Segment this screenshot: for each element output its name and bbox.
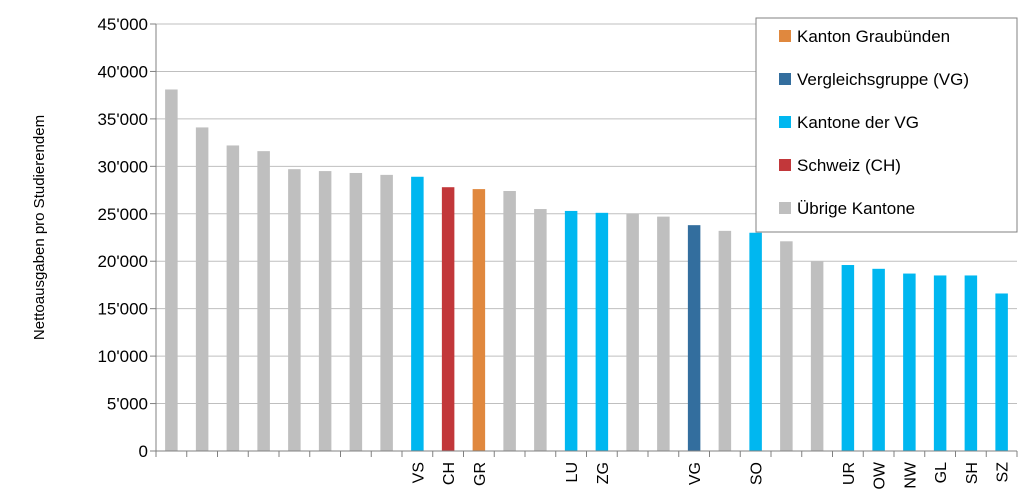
bar: [288, 169, 301, 451]
legend: Kanton Graubünden Vergleichsgruppe (VG) Ka…: [755, 17, 1018, 233]
x-tick-label: GL: [933, 462, 950, 483]
bar: [964, 275, 978, 451]
bar: [933, 275, 947, 451]
bar: [718, 230, 732, 451]
bar: [472, 189, 486, 451]
y-tick-label: 40'000: [97, 62, 148, 81]
legend-label: Schweiz (CH): [797, 156, 901, 175]
y-tick-label: 20'000: [97, 252, 148, 271]
y-tick-label: 35'000: [97, 110, 148, 129]
legend-swatch: [779, 159, 791, 171]
legend-swatch: [779, 202, 791, 214]
axes: [155, 24, 1018, 457]
x-tick-label: GR: [472, 462, 489, 486]
y-tick-label: 30'000: [97, 157, 148, 176]
bar: [687, 225, 701, 451]
legend-label: Übrige Kantone: [797, 199, 915, 218]
bar: [872, 268, 885, 451]
legend-swatch: [779, 116, 791, 128]
x-tick-label: CH: [441, 462, 458, 485]
legend-swatch: [779, 73, 791, 85]
bar: [595, 212, 609, 451]
y-tick-label: 25'000: [97, 205, 148, 224]
y-tick-label: 15'000: [97, 300, 148, 319]
bar: [349, 172, 363, 451]
bar: [903, 273, 916, 451]
x-tick-label: SO: [749, 462, 766, 485]
bar: [165, 89, 178, 452]
bar: [841, 265, 855, 451]
legend-label: Kantone der VG: [797, 113, 919, 132]
bar: [411, 176, 424, 451]
x-tick-label: ZG: [595, 462, 612, 484]
legend-swatch: [779, 30, 791, 42]
y-tick-label: 45'000: [97, 15, 148, 34]
bar: [564, 210, 578, 451]
x-tick-label: VS: [410, 462, 427, 483]
bar: [534, 209, 547, 451]
bar: [226, 145, 240, 452]
bars: [165, 89, 1008, 452]
y-tick-label: 10'000: [97, 347, 148, 366]
y-axis-title: Nettoausgaben pro Studierendem: [31, 115, 48, 340]
bar: [318, 171, 332, 452]
x-tick-label: OW: [872, 461, 889, 489]
bar: [441, 187, 455, 451]
x-tick-label: VG: [687, 462, 704, 485]
x-tick-label: SZ: [995, 462, 1012, 483]
bar: [626, 213, 639, 451]
bar: [257, 151, 270, 451]
y-tick-label: 0: [139, 442, 148, 461]
bar: [780, 241, 793, 451]
x-tick-label: UR: [841, 462, 858, 485]
legend-box: [755, 17, 1018, 233]
bar: [195, 127, 209, 451]
bar: [380, 174, 393, 451]
legend-label: Vergleichsgruppe (VG): [797, 70, 969, 89]
bar: [749, 232, 762, 451]
x-tick-label: NW: [902, 461, 919, 489]
x-tick-label: SH: [964, 462, 981, 484]
legend-label: Kanton Graubünden: [797, 27, 950, 46]
bar: [503, 191, 516, 451]
bar: [657, 216, 670, 451]
y-tick-label: 5'000: [107, 395, 148, 414]
bar: [995, 293, 1008, 451]
y-axis-ticks: 0 5'000 10'000 15'000 20'000 25'000 30'000 35'0…: [97, 15, 156, 461]
x-tick-label: LU: [564, 462, 581, 482]
x-axis-labels: VS CH GR LU ZG VG SO UR OW NW GL SH SZ: [410, 461, 1011, 489]
bar: [810, 261, 824, 451]
